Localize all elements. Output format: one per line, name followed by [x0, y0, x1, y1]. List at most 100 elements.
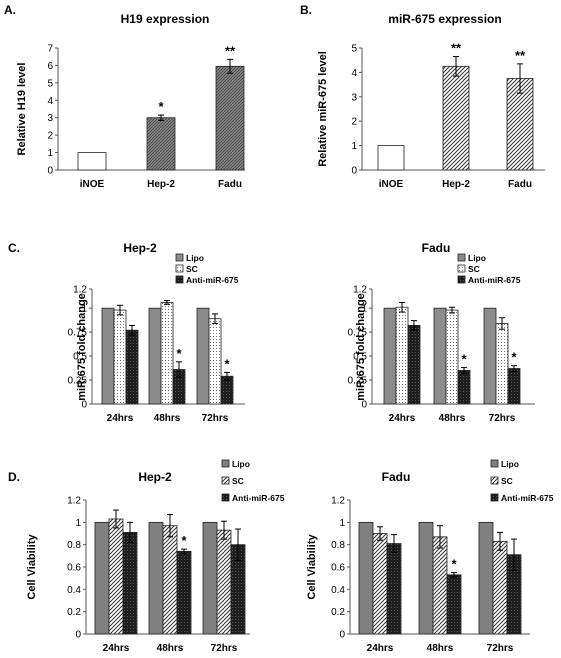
bar [492, 540, 508, 635]
bar [383, 307, 397, 405]
chart-title: Hep-2 [123, 241, 157, 255]
bar [446, 574, 462, 635]
bar [77, 152, 107, 171]
legend-label: Lipo [468, 253, 486, 263]
legend-swatch [175, 264, 184, 273]
panel-label: A. [4, 3, 16, 17]
bar [407, 325, 421, 405]
y-tick-label: 2 [351, 117, 357, 128]
y-tick-label: 1 [75, 518, 81, 529]
legend-swatch [175, 275, 184, 284]
y-tick-label: 0 [81, 400, 87, 411]
bar [202, 521, 218, 635]
significance-mark: * [158, 99, 164, 114]
y-tick-label: 0.8 [331, 540, 345, 551]
y-tick-label: 2 [47, 131, 53, 142]
y-tick-label: 0.75 [348, 328, 368, 339]
y-tick-label: 0.6 [331, 563, 345, 574]
chart-title: Hep-2 [138, 470, 172, 484]
legend-swatch [490, 476, 499, 485]
y-tick-label: 0 [47, 166, 53, 177]
bar [215, 65, 245, 171]
bar [495, 323, 509, 405]
legend-label: SC [468, 264, 480, 274]
x-tick-label: Fadu [508, 179, 532, 190]
y-tick-label: 0.75 [68, 328, 88, 339]
y-tick-label: 0.2 [67, 607, 81, 618]
y-tick-label: 1.2 [67, 496, 81, 507]
y-tick-label: 5 [351, 44, 357, 55]
bar [506, 78, 534, 171]
significance-mark: * [224, 356, 230, 371]
y-tick-label: 0.25 [348, 376, 368, 387]
y-tick-label: 1 [361, 304, 367, 315]
bar [483, 307, 497, 405]
bar [418, 521, 434, 635]
chart-title: Fadu [422, 241, 451, 255]
panel-label: B. [300, 3, 312, 17]
x-tick-label: 72hrs [487, 643, 514, 654]
y-tick-label: 0.2 [331, 607, 345, 618]
legend-label: Lipo [186, 253, 204, 263]
legend-label: Anti-miR-675 [501, 493, 554, 503]
legend-swatch [490, 493, 499, 502]
legend-label: Anti-miR-675 [232, 493, 285, 503]
bar [176, 550, 192, 635]
bar [386, 543, 402, 635]
bar [162, 525, 178, 635]
y-tick-label: 0.25 [68, 376, 88, 387]
y-tick-label: 7 [47, 44, 53, 55]
bar [122, 531, 138, 635]
y-axis-label: Relative miR-675 level [317, 51, 329, 167]
legend-swatch [457, 275, 466, 284]
legend-swatch [457, 264, 466, 273]
bar [196, 307, 210, 405]
x-tick-label: 72hrs [202, 413, 229, 424]
significance-mark: * [181, 533, 187, 548]
legend-swatch [457, 253, 466, 262]
y-tick-label: 0 [339, 630, 345, 641]
x-tick-label: 24hrs [103, 643, 130, 654]
legend-label: SC [501, 476, 513, 486]
bar [432, 536, 448, 635]
y-axis-label: miR-675 fold change [76, 293, 88, 401]
bar [358, 521, 374, 635]
bar [113, 309, 127, 405]
y-tick-label: 0 [361, 400, 367, 411]
bar [507, 368, 521, 405]
significance-mark: * [451, 557, 457, 572]
y-tick-label: 5 [47, 78, 53, 89]
significance-mark: * [511, 350, 517, 365]
y-tick-label: 0.6 [67, 563, 81, 574]
bar [395, 306, 409, 405]
x-tick-label: 24hrs [367, 643, 394, 654]
bar [457, 370, 471, 405]
bar [101, 307, 115, 405]
legend-swatch [221, 476, 230, 485]
x-tick-label: iNOE [80, 179, 105, 190]
y-tick-label: 4 [351, 68, 357, 79]
chart-title: H19 expression [121, 12, 210, 26]
bar [377, 145, 405, 171]
legend-label: Lipo [232, 459, 250, 469]
y-axis-label: Cell Viability [26, 534, 38, 600]
x-tick-label: 72hrs [211, 643, 238, 654]
y-tick-label: 1 [351, 141, 357, 152]
y-tick-label: 0.4 [67, 585, 81, 596]
bar [208, 318, 222, 405]
x-tick-label: 48hrs [427, 643, 454, 654]
significance-mark: ** [515, 48, 526, 63]
x-tick-label: Hep-2 [147, 179, 175, 190]
y-tick-label: 0.4 [331, 585, 345, 596]
x-tick-label: iNOE [379, 179, 404, 190]
x-tick-label: 24hrs [389, 413, 416, 424]
bar [445, 309, 459, 405]
y-tick-label: 0 [75, 630, 81, 641]
y-tick-label: 1.2 [73, 285, 87, 296]
x-tick-label: 48hrs [439, 413, 466, 424]
y-tick-label: 1.2 [331, 496, 345, 507]
legend-label: Lipo [501, 459, 519, 469]
bar [108, 518, 124, 635]
significance-mark: * [176, 346, 182, 361]
